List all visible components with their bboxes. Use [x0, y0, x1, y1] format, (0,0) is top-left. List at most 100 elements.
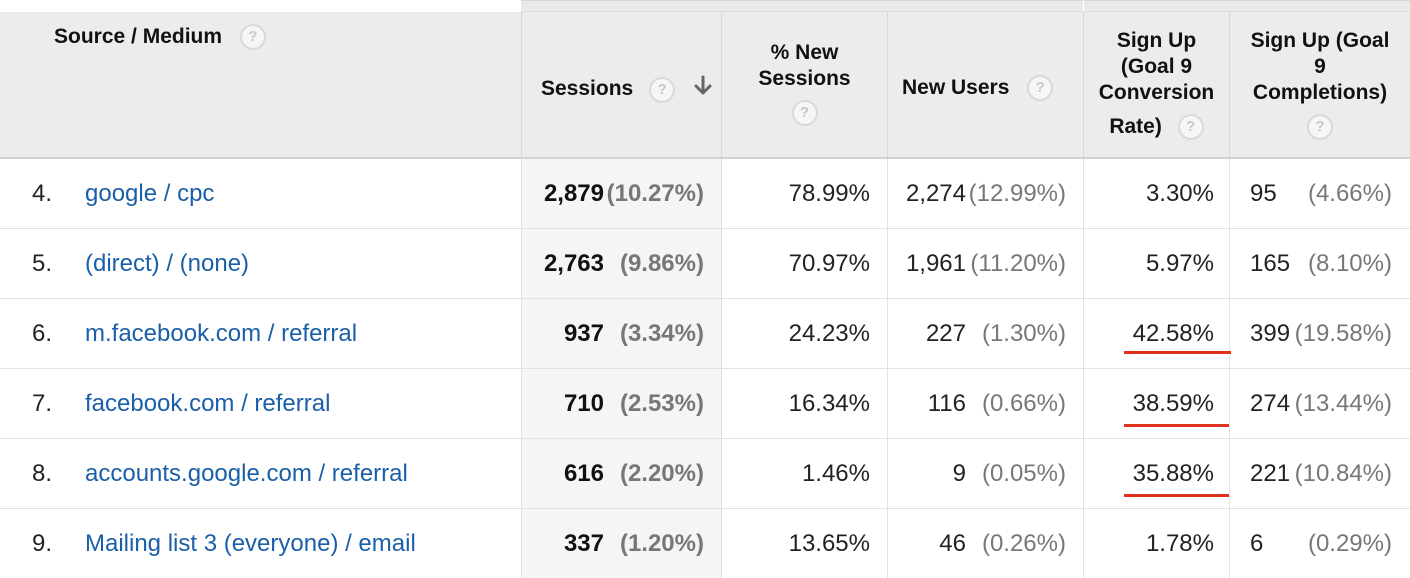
row-rank: 6. — [32, 320, 53, 347]
new-users-value: 46 — [939, 530, 966, 557]
sessions-percent: (2.20%) — [619, 460, 704, 487]
table-row: 4. google / cpc 2,879 (10.27%) 78.99% 2,274 (1… — [0, 159, 1410, 229]
row-rank: 9. — [32, 530, 53, 557]
new-users-percent: (0.66%) — [981, 390, 1066, 417]
arrow-down-icon[interactable] — [693, 75, 713, 104]
sessions-percent: (3.34%) — [619, 320, 704, 347]
source-medium-link[interactable]: m.facebook.com / referral — [85, 320, 358, 347]
column-header-label: (Goal 9 — [1120, 55, 1193, 78]
new-sessions-value: 70.97% — [788, 250, 870, 277]
conversion-rate-value: 35.88% — [1132, 460, 1214, 487]
highlight-underline — [1124, 351, 1231, 354]
sessions-cell-bg — [521, 159, 721, 228]
completions-value: 95 — [1250, 180, 1277, 207]
row-rank: 5. — [32, 250, 53, 277]
source-medium-link[interactable]: (direct) / (none) — [85, 250, 250, 277]
highlight-underline — [1124, 494, 1229, 497]
new-users-value: 1,961 — [905, 250, 966, 277]
new-sessions-value: 13.65% — [788, 530, 870, 557]
column-header-label: Sessions — [758, 67, 851, 90]
help-circle-icon[interactable]: ? — [239, 24, 266, 51]
sessions-value: 2,763 — [543, 250, 604, 277]
new-users-value: 9 — [952, 460, 966, 487]
completions-percent: (10.84%) — [1294, 460, 1392, 487]
column-header-new-sessions[interactable]: % New Sessions ? — [722, 12, 887, 157]
source-medium-link[interactable]: facebook.com / referral — [85, 390, 331, 417]
column-header-completions[interactable]: Sign Up (Goal 9 Completions) ? — [1230, 12, 1410, 157]
table-row: 6. m.facebook.com / referral 937 (3.34%) 24.… — [0, 299, 1410, 369]
table-row: 8. accounts.google.com / referral 616 (2.20… — [0, 439, 1410, 509]
new-users-percent: (1.30%) — [981, 320, 1066, 347]
column-header-label: New Users — [902, 76, 1010, 99]
completions-percent: (0.29%) — [1307, 530, 1392, 557]
table-row: 7. facebook.com / referral 710 (2.53%) 16.34… — [0, 369, 1410, 439]
table-header: Source / Medium ? Sessions ? % New Sessi… — [0, 12, 1410, 159]
source-medium-link[interactable]: google / cpc — [85, 180, 215, 207]
help-circle-icon[interactable]: ? — [1027, 75, 1054, 102]
table-row: 9. Mailing list 3 (everyone) / email 337 (1… — [0, 509, 1410, 578]
column-header-source-medium[interactable]: Source / Medium ? — [54, 24, 514, 169]
new-users-percent: (0.05%) — [981, 460, 1066, 487]
sessions-cell-bg — [521, 439, 721, 508]
sessions-percent: (2.53%) — [619, 390, 704, 417]
sessions-percent: (9.86%) — [619, 250, 704, 277]
column-header-label: Sign Up (Goal — [1250, 29, 1390, 52]
conversion-rate-value: 42.58% — [1132, 320, 1214, 347]
new-sessions-value: 1.46% — [801, 460, 870, 487]
sessions-value: 616 — [563, 460, 604, 487]
completions-value: 221 — [1250, 460, 1291, 487]
new-users-percent: (11.20%) — [970, 250, 1066, 277]
column-header-label: Sign Up — [1116, 29, 1197, 52]
highlight-underline — [1124, 424, 1229, 427]
column-header-label: Conversion — [1098, 81, 1215, 104]
header-group-strip — [1084, 0, 1410, 12]
sessions-cell-bg — [521, 299, 721, 368]
completions-percent: (4.66%) — [1307, 180, 1392, 207]
conversion-rate-value: 38.59% — [1132, 390, 1214, 417]
new-sessions-value: 78.99% — [788, 180, 870, 207]
completions-value: 165 — [1250, 250, 1291, 277]
new-sessions-value: 24.23% — [788, 320, 870, 347]
sessions-cell-bg — [521, 369, 721, 438]
completions-value: 6 — [1250, 530, 1264, 557]
column-header-label: Rate) — [1109, 115, 1162, 138]
sessions-cell-bg — [521, 509, 721, 578]
conversion-rate-value: 1.78% — [1145, 530, 1214, 557]
source-medium-link[interactable]: Mailing list 3 (everyone) / email — [85, 530, 416, 557]
conversion-rate-value: 3.30% — [1145, 180, 1214, 207]
help-circle-icon[interactable]: ? — [1307, 114, 1333, 141]
source-medium-link[interactable]: accounts.google.com / referral — [85, 460, 408, 487]
column-header-new-users[interactable]: New Users ? — [888, 12, 1083, 157]
sessions-value: 2,879 — [543, 180, 604, 207]
completions-percent: (13.44%) — [1294, 390, 1392, 417]
sessions-value: 710 — [563, 390, 604, 417]
column-header-label: % New — [770, 41, 839, 64]
row-rank: 8. — [32, 460, 53, 487]
column-header-conversion-rate[interactable]: Sign Up (Goal 9 Conversion Rate) ? — [1084, 12, 1229, 157]
help-circle-icon[interactable]: ? — [791, 100, 818, 127]
sessions-percent: (1.20%) — [619, 530, 704, 557]
column-header-sessions[interactable]: Sessions ? — [521, 12, 721, 157]
column-header-label: Completions) — [1252, 81, 1388, 104]
completions-percent: (19.58%) — [1294, 320, 1392, 347]
new-users-percent: (12.99%) — [968, 180, 1066, 207]
row-rank: 4. — [32, 180, 53, 207]
completions-value: 399 — [1250, 320, 1291, 347]
new-users-value: 227 — [925, 320, 966, 347]
conversion-rate-value: 5.97% — [1145, 250, 1214, 277]
completions-value: 274 — [1250, 390, 1291, 417]
new-sessions-value: 16.34% — [788, 390, 870, 417]
new-users-value: 116 — [927, 390, 966, 417]
header-group-strip — [521, 0, 1083, 12]
column-header-label: Source / Medium — [54, 25, 223, 48]
help-circle-icon[interactable]: ? — [649, 76, 676, 103]
sessions-cell-bg — [521, 229, 721, 298]
sessions-percent: (10.27%) — [606, 180, 704, 207]
sessions-value: 337 — [563, 530, 604, 557]
column-header-label: 9 — [1314, 55, 1326, 78]
completions-percent: (8.10%) — [1307, 250, 1392, 277]
table-row: 5. (direct) / (none) 2,763 (9.86%) 70.97% 1,9… — [0, 229, 1410, 299]
column-header-label: Sessions — [541, 77, 634, 101]
help-circle-icon[interactable]: ? — [1177, 114, 1204, 141]
